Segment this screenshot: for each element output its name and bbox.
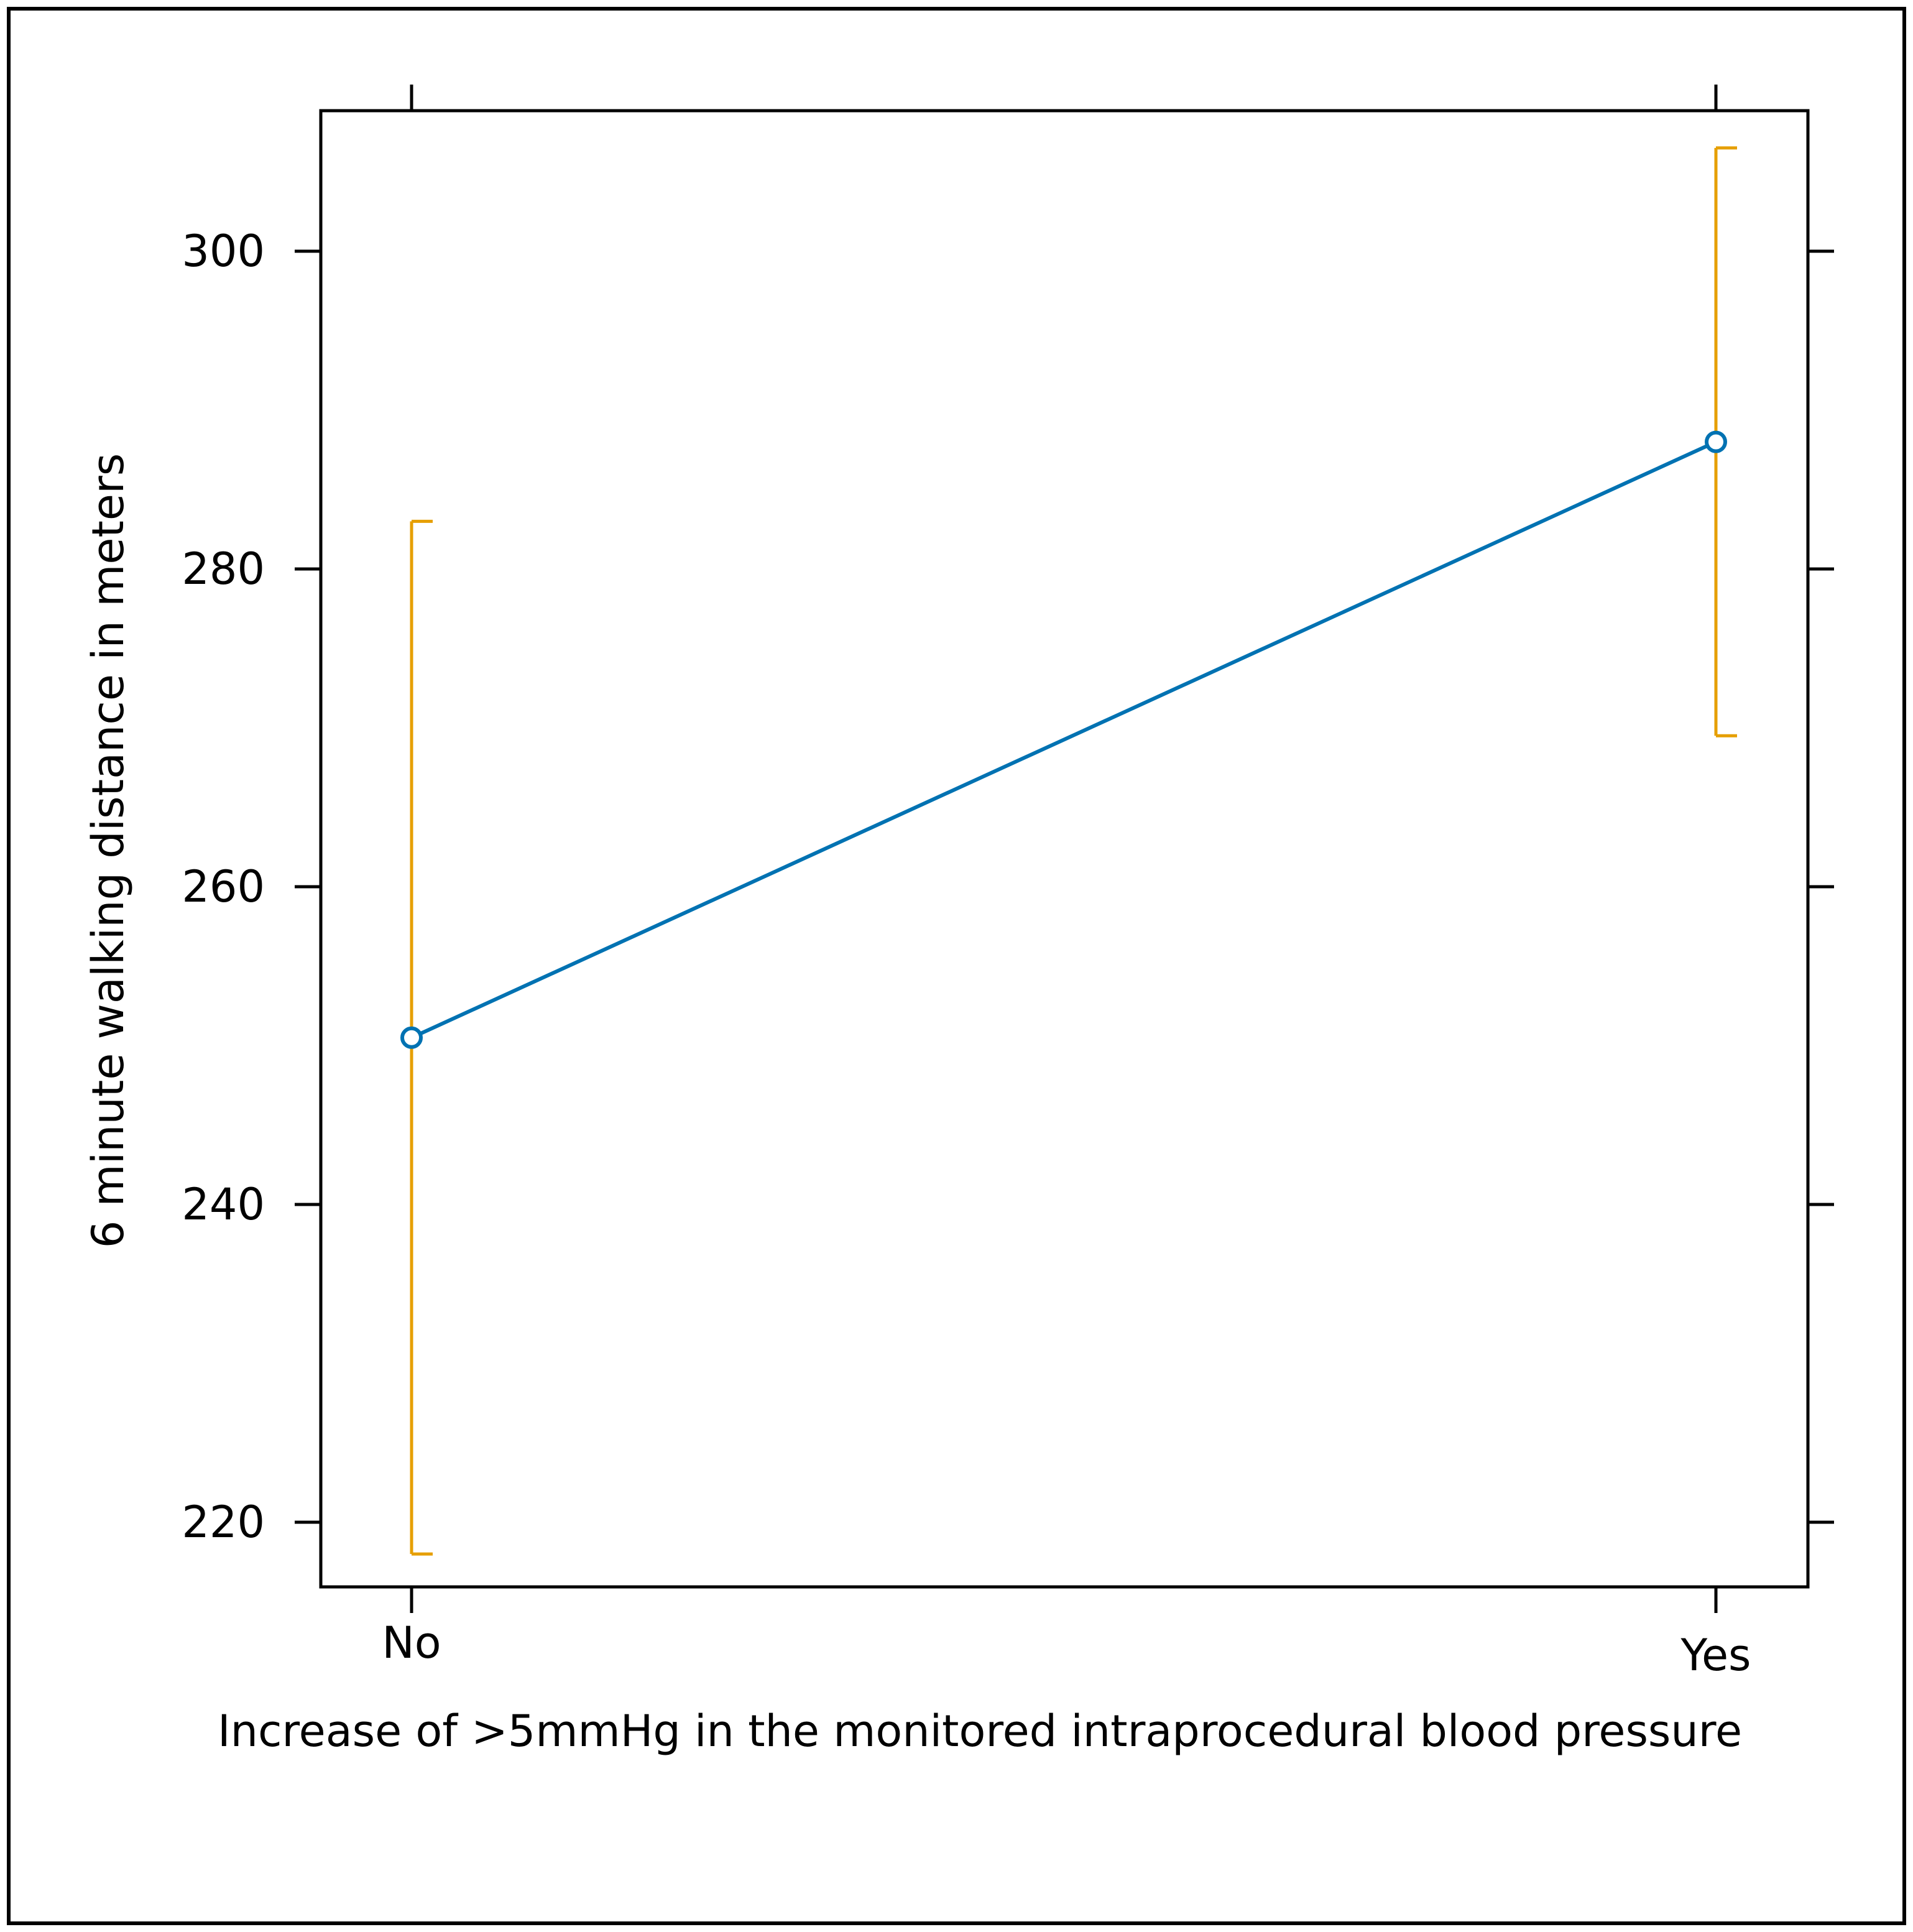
data-point bbox=[400, 1026, 423, 1049]
y-tick-label: 220 bbox=[182, 1497, 265, 1548]
y-tick-label: 260 bbox=[182, 861, 265, 912]
y-tick-label: 300 bbox=[182, 226, 265, 277]
series-lines bbox=[410, 440, 1717, 1040]
x-tick-label: No bbox=[382, 1617, 441, 1668]
x-axis-title: Increase of >5mmHg in the monitored intr… bbox=[218, 1706, 1742, 1757]
y-tick-label: 280 bbox=[182, 543, 265, 594]
data-points bbox=[400, 430, 1727, 1049]
y-tick-label: 240 bbox=[182, 1179, 265, 1230]
figure-border bbox=[7, 7, 1906, 1925]
x-axis-ticks: No Yes bbox=[382, 85, 1751, 1681]
x-tick-label: Yes bbox=[1680, 1630, 1751, 1681]
y-axis-title: 6 minute walking distance in meters bbox=[83, 453, 134, 1249]
series-line bbox=[410, 440, 1717, 1040]
y-axis-ticks: 220 240 260 280 300 bbox=[182, 226, 1834, 1548]
plot-panel bbox=[319, 109, 1810, 1589]
data-point bbox=[1705, 430, 1727, 453]
